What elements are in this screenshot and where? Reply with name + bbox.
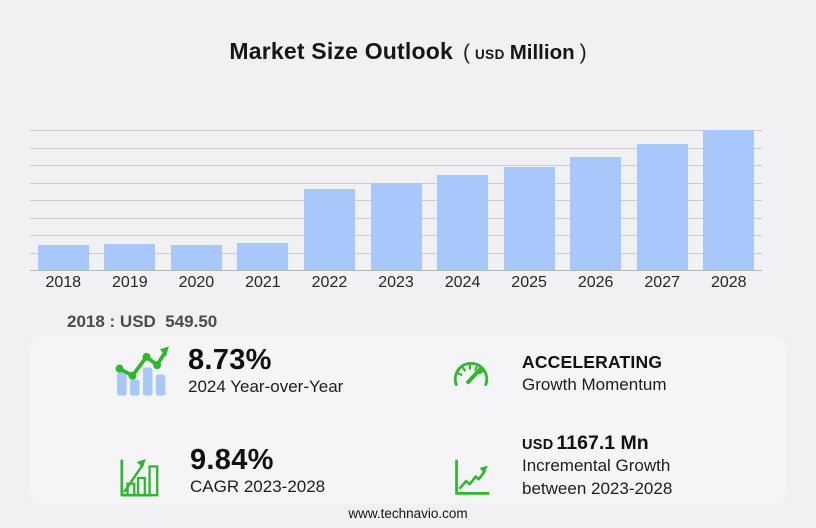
bar-slot-2025 — [496, 130, 563, 270]
title-paren-close: ) — [579, 41, 587, 64]
stat-yoy-value: 8.73% — [188, 344, 272, 376]
stat-momentum: ACCELERATING Growth Momentum — [448, 350, 667, 396]
bar-slot-2023 — [363, 130, 430, 270]
stat-incremental-label-line2: between 2023-2028 — [522, 478, 673, 498]
title-paren-open: ( — [463, 41, 471, 64]
stat-yoy-label: 2024 Year-over-Year — [188, 377, 344, 397]
growth-bars-icon — [120, 458, 159, 497]
bar-slot-2028 — [695, 130, 762, 270]
x-tick-2026: 2026 — [577, 274, 614, 291]
x-tick-2027: 2027 — [644, 274, 680, 291]
base-year-value-annotation: 2018 : USD 549.50 — [67, 312, 218, 331]
gridline — [30, 130, 762, 131]
bar-slot-2020 — [163, 130, 230, 270]
bar-slot-2021 — [230, 130, 297, 270]
x-tick-2020: 2020 — [178, 274, 215, 291]
stat-cagr: 9.84% CAGR 2023-2028 — [118, 444, 325, 499]
x-tick-2025: 2025 — [511, 274, 547, 291]
bar-slot-2022 — [296, 130, 363, 270]
stat-incremental-value: USD 1167.1 Mn — [522, 432, 672, 455]
x-axis-line — [30, 270, 762, 271]
x-tick-2023: 2023 — [378, 274, 414, 291]
bar-2028 — [703, 130, 755, 270]
x-axis-labels: 2018 2019 2020 2021 2022 2023 2024 2025 2026 2027… — [30, 274, 762, 292]
stat-momentum-label: Growth Momentum — [522, 374, 667, 394]
gridline — [30, 165, 762, 166]
stat-incremental-amount: 1167.1 Mn — [556, 432, 649, 454]
speedometer-icon — [453, 362, 489, 386]
bar-2026 — [570, 156, 622, 270]
title-unit-million: Million — [509, 41, 575, 64]
line-growth-icon — [455, 459, 490, 495]
bar-2027 — [636, 143, 688, 270]
bar-2022 — [303, 189, 355, 270]
x-tick-2018: 2018 — [45, 274, 82, 291]
bar-slot-2024 — [429, 130, 496, 270]
bar-slot-2027 — [629, 130, 696, 270]
bar-2023 — [370, 182, 422, 270]
stat-cagr-value: 9.84% — [190, 444, 274, 476]
bar-2024 — [437, 174, 489, 270]
stat-incremental-prefix: USD — [522, 437, 554, 453]
bar-slot-2019 — [97, 130, 164, 270]
title-unit-usd: USD — [475, 47, 505, 62]
bar-2019 — [104, 243, 156, 270]
stat-incremental-growth: USD 1167.1 Mn Incremental Growth between … — [452, 432, 672, 500]
x-tick-2024: 2024 — [444, 274, 481, 291]
stat-cagr-label: CAGR 2023-2028 — [190, 477, 326, 497]
bars-container — [30, 130, 762, 270]
bar-2018 — [37, 245, 89, 270]
stat-yoy: 8.73% 2024 Year-over-Year — [112, 344, 343, 399]
bar-2021 — [237, 243, 289, 270]
stat-momentum-value: ACCELERATING — [522, 352, 663, 372]
bar-slot-2026 — [562, 130, 629, 270]
title-main: Market Size Outlook — [229, 38, 454, 64]
stat-incremental-label-line1: Incremental Growth — [522, 456, 671, 476]
bar-slot-2018 — [30, 130, 97, 270]
page-title: Market Size Outlook ( USD Million ) — [0, 38, 816, 65]
x-tick-2028: 2028 — [710, 274, 747, 291]
bar-2025 — [503, 167, 555, 270]
gridline — [30, 147, 762, 149]
website-url[interactable]: www.technavio.com — [348, 506, 468, 521]
bar-chart-trend-icon — [115, 346, 169, 396]
x-tick-2022: 2022 — [311, 274, 348, 291]
x-tick-2019: 2019 — [112, 274, 148, 291]
x-tick-2021: 2021 — [245, 274, 281, 291]
bar-chart-plot-area — [30, 130, 762, 271]
bar-2020 — [170, 244, 222, 270]
